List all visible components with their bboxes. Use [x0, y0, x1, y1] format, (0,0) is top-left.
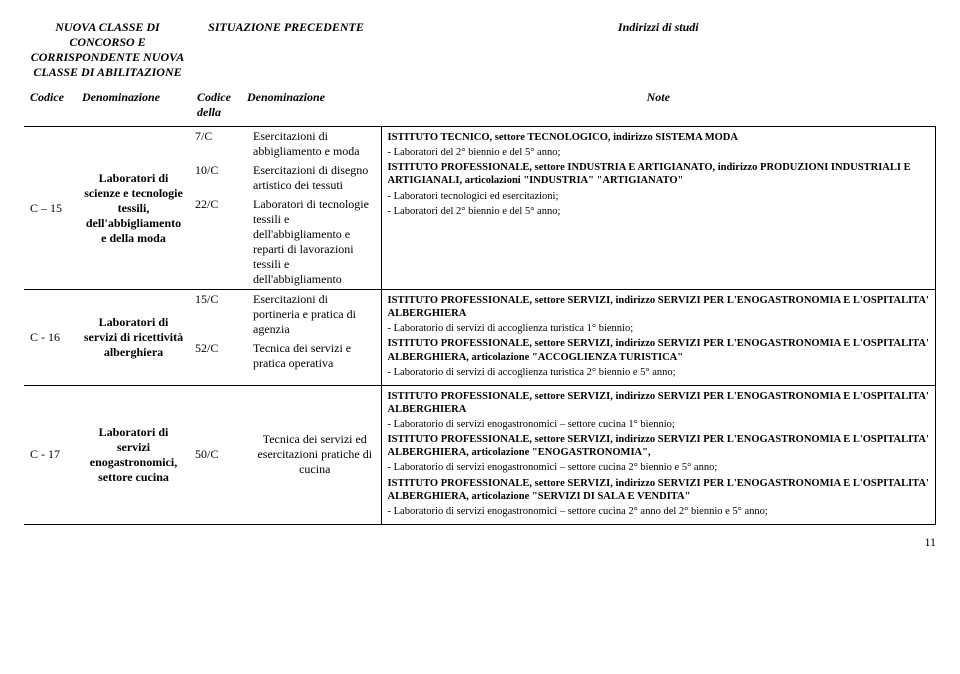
row0-note: ISTITUTO TECNICO, settore TECNOLOGICO, i…	[381, 127, 935, 290]
row0-sub0-code: 7/C	[191, 127, 249, 161]
row1-codice: C - 16	[24, 290, 76, 386]
row2-codice: C - 17	[24, 385, 76, 524]
table-row: C - 17 Laboratori di servizi enogastrono…	[24, 385, 936, 524]
subheader-note: Note	[381, 84, 935, 127]
row1-note: ISTITUTO PROFESSIONALE, settore SERVIZI,…	[381, 290, 935, 386]
subheader-codice-della: Codice della	[191, 84, 241, 127]
main-table: NUOVA CLASSE DI CONCORSO E CORRISPONDENT…	[24, 16, 936, 525]
row1-sub1-text: Tecnica dei servizi e pratica operativa	[249, 339, 381, 373]
table-row: C - 16 Laboratori di servizi di ricettiv…	[24, 290, 936, 386]
row0-codice: C – 15	[24, 127, 76, 290]
row0-sub1-text: Esercitazioni di disegno artistico dei t…	[249, 161, 381, 195]
subheader-denominazione2: Denominazione	[241, 84, 381, 127]
row1-denominazione: Laboratori di servizi di ricettività alb…	[76, 290, 191, 386]
subheader-denominazione: Denominazione	[76, 84, 191, 127]
row2-denominazione: Laboratori di servizi enogastronomici, s…	[76, 385, 191, 524]
header-row-2: Codice Denominazione Codice della Denomi…	[24, 84, 936, 127]
row2-note: ISTITUTO PROFESSIONALE, settore SERVIZI,…	[381, 385, 935, 524]
row2-subitems: 50/C Tecnica dei servizi ed esercitazion…	[191, 430, 381, 479]
table-row: C – 15 Laboratori di scienze e tecnologi…	[24, 127, 936, 290]
header-col3: Indirizzi di studi	[381, 16, 935, 84]
row2-sub0-code: 50/C	[191, 430, 249, 479]
row1-sub1-code: 52/C	[191, 339, 249, 373]
header-col1: NUOVA CLASSE DI CONCORSO E CORRISPONDENT…	[24, 16, 191, 84]
row0-sub2-text: Laboratori di tecnologie tessili e dell'…	[249, 195, 381, 289]
row1-sub0-text: Esercitazioni di portineria e pratica di…	[249, 290, 381, 339]
row0-denominazione: Laboratori di scienze e tecnologie tessi…	[76, 127, 191, 290]
row0-sub0-text: Esercitazioni di abbigliamento e moda	[249, 127, 381, 161]
row2-sub0-text: Tecnica dei servizi ed esercitazioni pra…	[249, 430, 381, 479]
row0-sub2-code: 22/C	[191, 195, 249, 289]
row0-subitems: 7/C Esercitazioni di abbigliamento e mod…	[191, 127, 381, 289]
row0-sub1-code: 10/C	[191, 161, 249, 195]
header-row-1: NUOVA CLASSE DI CONCORSO E CORRISPONDENT…	[24, 16, 936, 84]
page-number: 11	[24, 535, 936, 550]
header-col2: SITUAZIONE PRECEDENTE	[191, 16, 381, 84]
subheader-codice: Codice	[24, 84, 76, 127]
row1-subitems: 15/C Esercitazioni di portineria e prati…	[191, 290, 381, 373]
row1-sub0-code: 15/C	[191, 290, 249, 339]
